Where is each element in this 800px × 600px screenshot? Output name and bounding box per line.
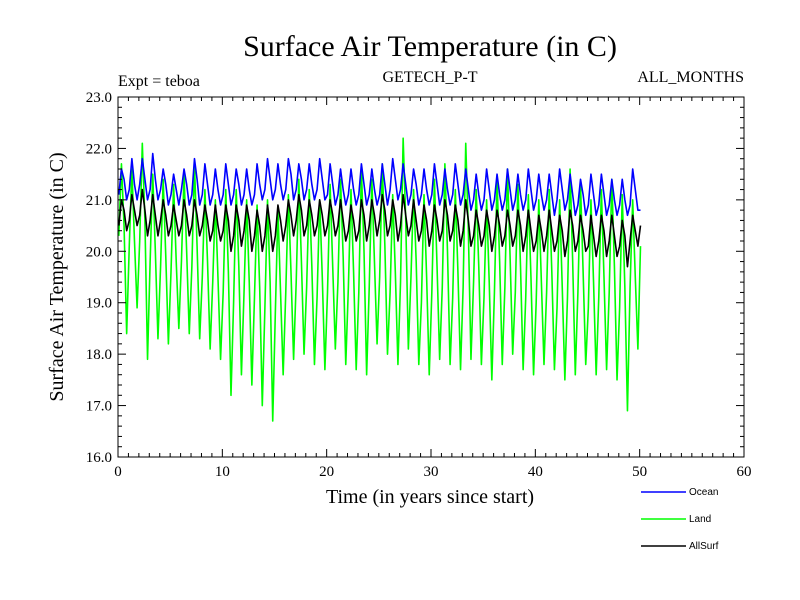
ticks-layer: 0 10 20 30 40 50 60 16.0 17.0 18.0 19.0 20.0 21.0 22.… [86,90,752,480]
y-tick-label: 17.0 [86,399,112,415]
legend-label-ocean: Ocean [689,487,718,498]
x-tick-label: 30 [424,464,439,480]
plot-frame [117,96,745,458]
y-tick-label: 19.0 [86,296,112,312]
y-tick-label: 21.0 [86,193,112,209]
x-tick-label: 10 [215,464,230,480]
x-tick-label: 20 [319,464,334,480]
y-tick-label: 22.0 [86,141,112,157]
series-layer [118,137,642,422]
series-line-allsurf [118,188,642,268]
expt-label: Expt = teboa [118,73,200,90]
y-tick-label: 20.0 [86,244,112,260]
y-tick-label: 23.0 [86,90,112,106]
legend: Ocean Land AllSurf [641,487,719,552]
x-tick-label: 0 [114,464,122,480]
period-label: ALL_MONTHS [637,69,744,86]
x-tick-label: 50 [632,464,647,480]
y-tick-label: 16.0 [86,450,112,466]
y-tick-label: 18.0 [86,347,112,363]
legend-label-land: Land [689,514,711,525]
x-tick-label: 40 [528,464,543,480]
x-tick-label: 60 [737,464,752,480]
y-axis-label: Surface Air Temperature (in C) [46,152,68,401]
chart-title: Surface Air Temperature (in C) [243,30,617,63]
dataset-label: GETECH_P-T [382,69,477,86]
plot-area: 0 10 20 30 40 50 60 16.0 17.0 18.0 19.0 20.0 21.0 22.… [86,90,752,480]
series-line-ocean [118,152,641,217]
x-axis-label: Time (in years since start) [326,486,534,508]
legend-label-allsurf: AllSurf [689,541,719,552]
